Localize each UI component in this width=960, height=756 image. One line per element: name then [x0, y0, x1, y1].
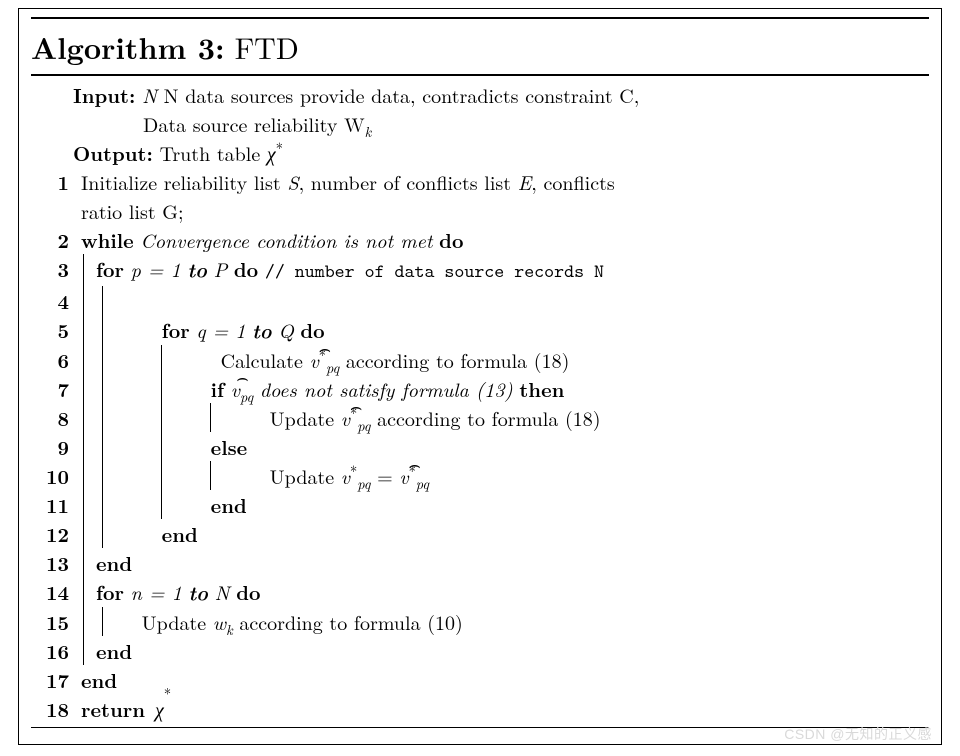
vhat: vpq [231, 374, 253, 403]
kw-if: if [211, 374, 224, 403]
line-2: 2 while Convergence condition is not met… [31, 225, 929, 254]
kw-end: end [162, 519, 198, 548]
kw-return: return [81, 694, 145, 723]
kw-else: else [211, 432, 248, 461]
kw-then: then [519, 374, 564, 403]
line-text: Initialize reliability list S, number of… [81, 167, 615, 196]
input-text-2: Data source reliability W [143, 109, 365, 138]
line-number: 15 [31, 607, 77, 636]
line-number: 1 [31, 167, 77, 196]
output-block: Output: Truth table χ* [31, 138, 929, 167]
line-6: 6 Calculate v*pq according to formula (1… [31, 345, 929, 374]
line-16: 16 end [31, 636, 929, 665]
for-expr-a: p = 1 [131, 254, 181, 283]
line-5: 5 for q = 1 to Q do [31, 315, 929, 345]
if-cond: does not satisfy formula (13) [260, 374, 513, 403]
for-expr-a: n = 1 [131, 577, 182, 606]
kw-do: do [236, 577, 260, 606]
line-15: 15 Update wk according to formula (10) [31, 607, 929, 636]
line-3: 3 for p = 1 to P do // number of data so… [31, 254, 929, 286]
vhat: v*pq [310, 345, 340, 374]
line-number: 14 [31, 577, 77, 606]
line-7: 7 if vpq does not satisfy formula (13) t… [31, 374, 929, 403]
output-label: Output: [73, 138, 153, 167]
line-number: 10 [31, 461, 77, 490]
line-4: 4 [31, 286, 929, 315]
kw-while: while [81, 225, 134, 254]
rule-under-title [31, 74, 929, 76]
for-expr-b: Q [278, 315, 293, 344]
line-number: 11 [31, 490, 77, 519]
line-number: 5 [31, 315, 77, 344]
text: Update [270, 403, 341, 432]
output-text: Truth table χ* [160, 138, 283, 167]
kw-to: to [188, 578, 208, 607]
input-text-1: N data sources provide data, contradicts… [164, 80, 640, 109]
kw-end: end [96, 636, 132, 665]
vhat: v*pq [341, 403, 371, 432]
kw-end: end [81, 665, 117, 694]
kw-for: for [96, 577, 124, 606]
line-18: 18 return χ* [31, 694, 929, 723]
line-13: 13 end [31, 548, 929, 577]
text: according to formula (10) [239, 607, 462, 636]
line-number: 8 [31, 403, 77, 432]
input-sub: k [365, 122, 372, 142]
line-12: 12 end [31, 519, 929, 548]
kw-end: end [96, 548, 132, 577]
line-number: 6 [31, 345, 77, 374]
line-number: 7 [31, 374, 77, 403]
title-prefix: Algorithm [31, 25, 186, 68]
for-expr-b: P [214, 254, 228, 283]
line-number: 3 [31, 254, 77, 283]
input-block: Input: N N data sources provide data, co… [31, 80, 929, 138]
line-10: 10 Update v*pq = v*pq [31, 461, 929, 490]
algo-number: 3 [198, 25, 215, 68]
line-number: 4 [31, 286, 77, 315]
text: according to formula (18) [377, 403, 600, 432]
kw-to: to [252, 316, 272, 345]
text: Update [142, 607, 213, 636]
algorithm-title: Algorithm 3: FTD [31, 23, 929, 72]
text: according to formula (18) [346, 345, 569, 374]
line-number: 2 [31, 225, 77, 254]
comment: // number of data source records N [265, 259, 604, 284]
algorithm-body: Input: N N data sources provide data, co… [31, 80, 929, 723]
text: Update [270, 461, 341, 490]
kw-for: for [96, 254, 124, 283]
kw-for: for [162, 315, 190, 344]
line-number: 18 [31, 694, 77, 723]
line-8: 8 Update v*pq according to formula (18) [31, 403, 929, 432]
while-cond: Convergence condition is not met [140, 225, 432, 254]
watermark: CSDN @无知的正义感 [784, 724, 932, 744]
line-text: ratio list G; [81, 196, 184, 225]
kw-end: end [211, 490, 247, 519]
line-number: 13 [31, 548, 77, 577]
line-number: 16 [31, 636, 77, 665]
line-11: 11 end [31, 490, 929, 519]
line-number: 9 [31, 432, 77, 461]
algorithm-box: Algorithm 3: FTD Input: N N data sources… [18, 8, 942, 745]
algo-name: FTD [235, 25, 299, 68]
line-1: 1 Initialize reliability list S, number … [31, 167, 929, 196]
line-1b: ratio list G; [31, 196, 929, 225]
kw-do: do [234, 254, 258, 283]
kw-to: to [187, 255, 207, 284]
rule-top [31, 17, 929, 19]
line-number: 17 [31, 665, 77, 694]
for-expr-a: q = 1 [196, 315, 245, 344]
line-14: 14 for n = 1 to N do [31, 577, 929, 607]
eq: = [377, 461, 399, 490]
input-label: Input: [73, 80, 135, 109]
line-number: 12 [31, 519, 77, 548]
line-9: 9 else [31, 432, 929, 461]
page: Algorithm 3: FTD Input: N N data sources… [0, 0, 960, 756]
for-expr-b: N [215, 577, 230, 606]
vhat: v*pq [399, 461, 429, 490]
kw-do: do [439, 225, 463, 254]
